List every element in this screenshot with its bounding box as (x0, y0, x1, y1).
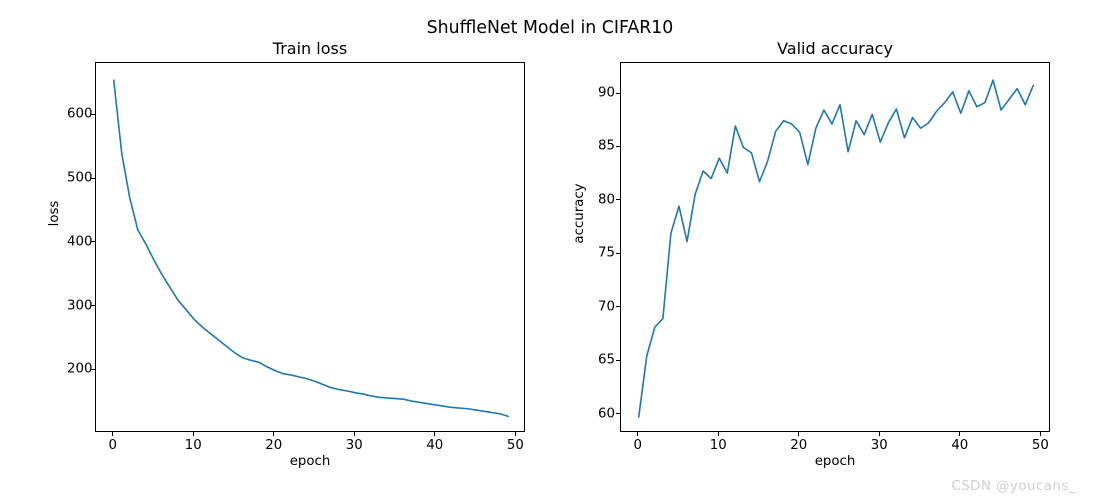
xtick-label: 20 (790, 438, 807, 453)
xtick-label: 0 (633, 438, 641, 453)
xtick-label: 0 (108, 438, 116, 453)
xlabel-train-loss: epoch (95, 454, 525, 469)
ytick-label: 60 (598, 406, 614, 421)
tickmark-x (959, 432, 960, 436)
ytick-label: 300 (67, 298, 89, 313)
tickmark-y (616, 413, 620, 414)
tickmark-x (637, 432, 638, 436)
xtick-label: 20 (265, 438, 282, 453)
xlabel-valid-accuracy: epoch (620, 454, 1050, 469)
tickmark-x (515, 432, 516, 436)
plot-line-train-loss (96, 63, 526, 433)
tickmark-y (616, 199, 620, 200)
tickmark-y (616, 146, 620, 147)
ytick-label: 500 (67, 171, 89, 186)
tickmark-x (193, 432, 194, 436)
tickmark-x (1040, 432, 1041, 436)
tickmark-y (616, 306, 620, 307)
series-line-train-loss (114, 80, 509, 416)
xtick-label: 40 (951, 438, 968, 453)
watermark-text: CSDN @youcans_ (951, 479, 1076, 494)
subplot-valid-accuracy: Valid accuracy (620, 62, 1050, 432)
ylabel-valid-accuracy: accuracy (572, 158, 587, 269)
ytick-label: 75 (598, 246, 614, 261)
ytick-label: 85 (598, 139, 614, 154)
ylabel-train-loss: loss (47, 158, 62, 269)
ytick-label: 200 (67, 362, 89, 377)
xtick-label: 50 (1032, 438, 1049, 453)
subplot-title-train-loss: Train loss (96, 39, 524, 58)
ytick-label: 90 (598, 86, 614, 101)
ytick-label: 65 (598, 353, 614, 368)
tickmark-y (616, 253, 620, 254)
xtick-label: 40 (426, 438, 443, 453)
tickmark-x (434, 432, 435, 436)
series-line-valid-accuracy (639, 80, 1034, 417)
xtick-label: 30 (871, 438, 888, 453)
xtick-label: 30 (346, 438, 363, 453)
tickmark-y (616, 360, 620, 361)
ytick-label: 80 (598, 192, 614, 207)
xtick-label: 50 (507, 438, 524, 453)
figure-suptitle: ShuffleNet Model in CIFAR10 (0, 18, 1100, 38)
tickmark-x (112, 432, 113, 436)
tickmark-y (616, 93, 620, 94)
ytick-label: 70 (598, 299, 614, 314)
tickmark-x (354, 432, 355, 436)
subplot-train-loss: Train loss (95, 62, 525, 432)
figure: ShuffleNet Model in CIFAR10 Train loss e… (0, 0, 1100, 500)
subplot-title-valid-accuracy: Valid accuracy (621, 39, 1049, 58)
ytick-label: 400 (67, 234, 89, 249)
ytick-label: 600 (67, 107, 89, 122)
plot-line-valid-accuracy (621, 63, 1051, 433)
xtick-label: 10 (185, 438, 202, 453)
tickmark-x (273, 432, 274, 436)
tickmark-x (718, 432, 719, 436)
tickmark-x (879, 432, 880, 436)
xtick-label: 10 (710, 438, 727, 453)
tickmark-x (798, 432, 799, 436)
